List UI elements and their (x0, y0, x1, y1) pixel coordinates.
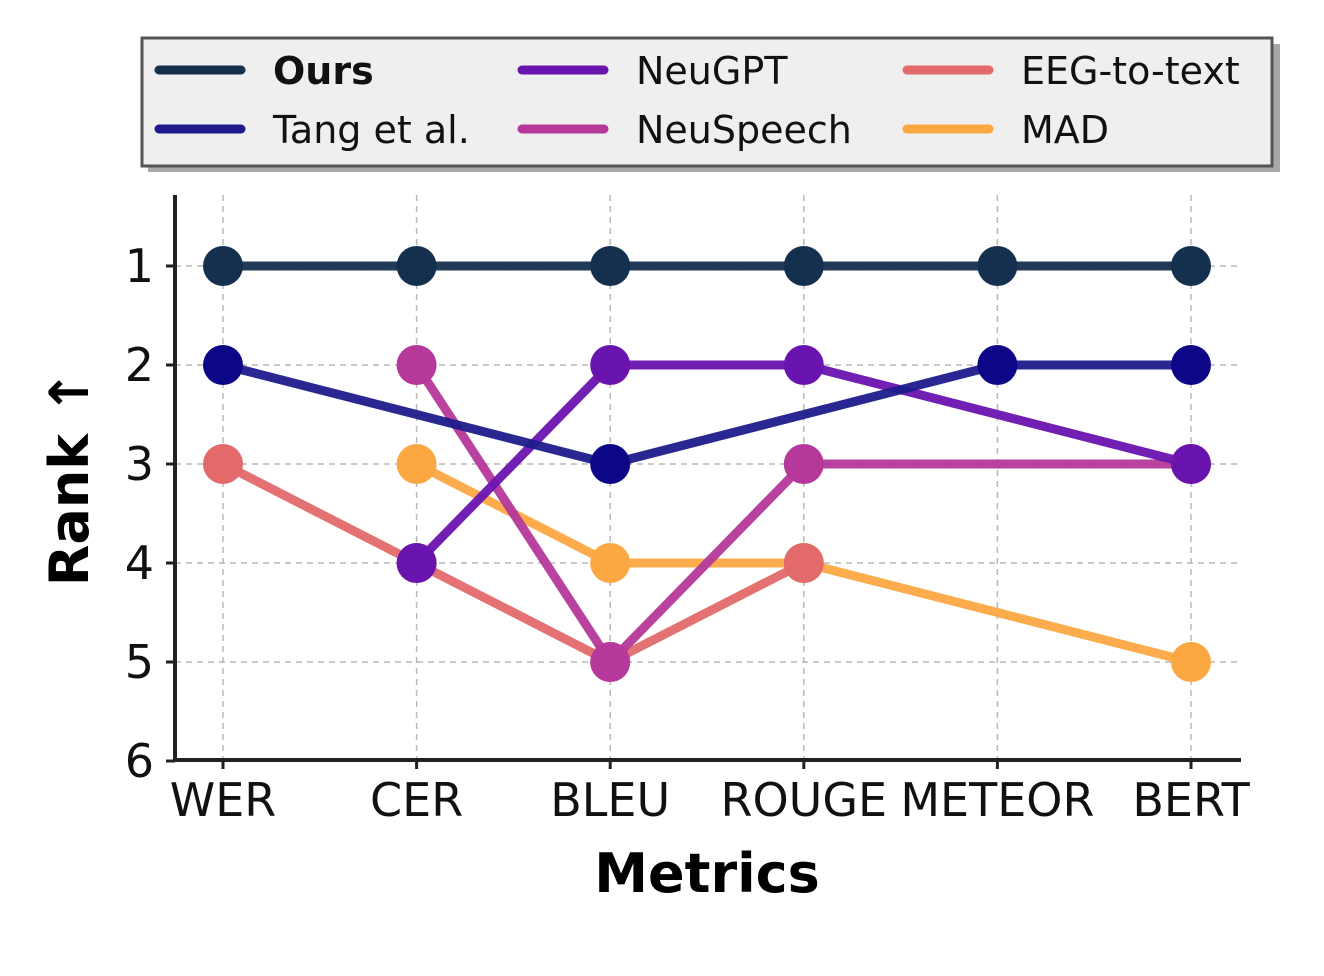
series-line-neuspeech (412, 362, 1191, 667)
point-ours-bert (1171, 246, 1211, 286)
x-tick-label-meteor: METEOR (900, 773, 1094, 827)
point-eeg-to-text-wer (203, 444, 243, 484)
y-tick-label-3: 3 (125, 437, 154, 491)
series-layer (203, 246, 1211, 682)
legend: Ours Tang et al. NeuGPT NeuSpeech EEG-to-tex… (140, 36, 1280, 172)
y-tick-label-1: 1 (125, 239, 154, 293)
y-axis-title: Rank ↑ (38, 370, 101, 586)
y-tick-label-5: 5 (125, 635, 154, 689)
point-tang-et-al-wer (203, 345, 243, 385)
x-tick-label-cer: CER (370, 773, 463, 827)
point-tang-et-al-bleu (590, 444, 631, 484)
legend-label-tang-et-al: Tang et al. (272, 108, 470, 152)
point-ours-cer (396, 246, 437, 286)
x-tick-label-bert: BERT (1132, 773, 1250, 827)
point-tang-et-al-bert (1171, 345, 1211, 385)
y-ticks: 1 2 3 4 5 6 (125, 239, 175, 788)
y-tick-label-2: 2 (125, 338, 154, 392)
point-neugpt-cer (396, 543, 437, 583)
legend-items: Ours Tang et al. NeuGPT NeuSpeech EEG-to-tex… (154, 49, 1240, 152)
point-mad-bleu (590, 543, 631, 583)
grid-lines (175, 195, 1241, 760)
series-line-tang-et-al (221, 360, 1191, 469)
point-mad-cer (396, 444, 437, 484)
point-neugpt-bert (1171, 444, 1211, 484)
legend-box (140, 36, 1274, 168)
point-ours-bleu (590, 246, 631, 286)
x-tick-label-bleu: BLEU (550, 773, 670, 827)
point-ours-wer (203, 246, 243, 286)
series-neugpt (396, 345, 1211, 583)
y-tick-label-6: 6 (125, 734, 154, 788)
legend-label-mad: MAD (1021, 108, 1109, 152)
point-neuspeech-cer (396, 345, 437, 385)
x-tick-label-rouge: ROUGE (721, 773, 888, 827)
legend-label-neuspeech: NeuSpeech (636, 108, 852, 152)
legend-label-neugpt: NeuGPT (636, 49, 788, 93)
x-ticks: WER CER BLEU ROUGE METEOR BERT (170, 760, 1251, 827)
point-tang-et-al-meteor (977, 345, 1018, 385)
y-tick-label-4: 4 (125, 536, 154, 590)
point-ours-rouge (783, 246, 824, 286)
x-tick-label-wer: WER (170, 773, 277, 827)
point-eeg-to-text-rouge (783, 543, 824, 583)
point-ours-meteor (977, 246, 1018, 286)
series-tang-et-al (203, 345, 1211, 484)
point-mad-bert (1171, 642, 1211, 682)
legend-label-eeg-to-text: EEG-to-text (1021, 49, 1240, 93)
series-line-eeg-to-text (220, 459, 806, 667)
legend-label-ours: Ours (273, 49, 374, 93)
point-neugpt-bleu (590, 345, 631, 385)
series-ours (203, 246, 1211, 286)
x-axis-title: Metrics (594, 842, 819, 905)
series-line-neugpt (413, 360, 1193, 567)
point-neuspeech-rouge (783, 444, 824, 484)
point-neugpt-rouge (783, 345, 824, 385)
point-neuspeech-bleu (590, 642, 631, 682)
